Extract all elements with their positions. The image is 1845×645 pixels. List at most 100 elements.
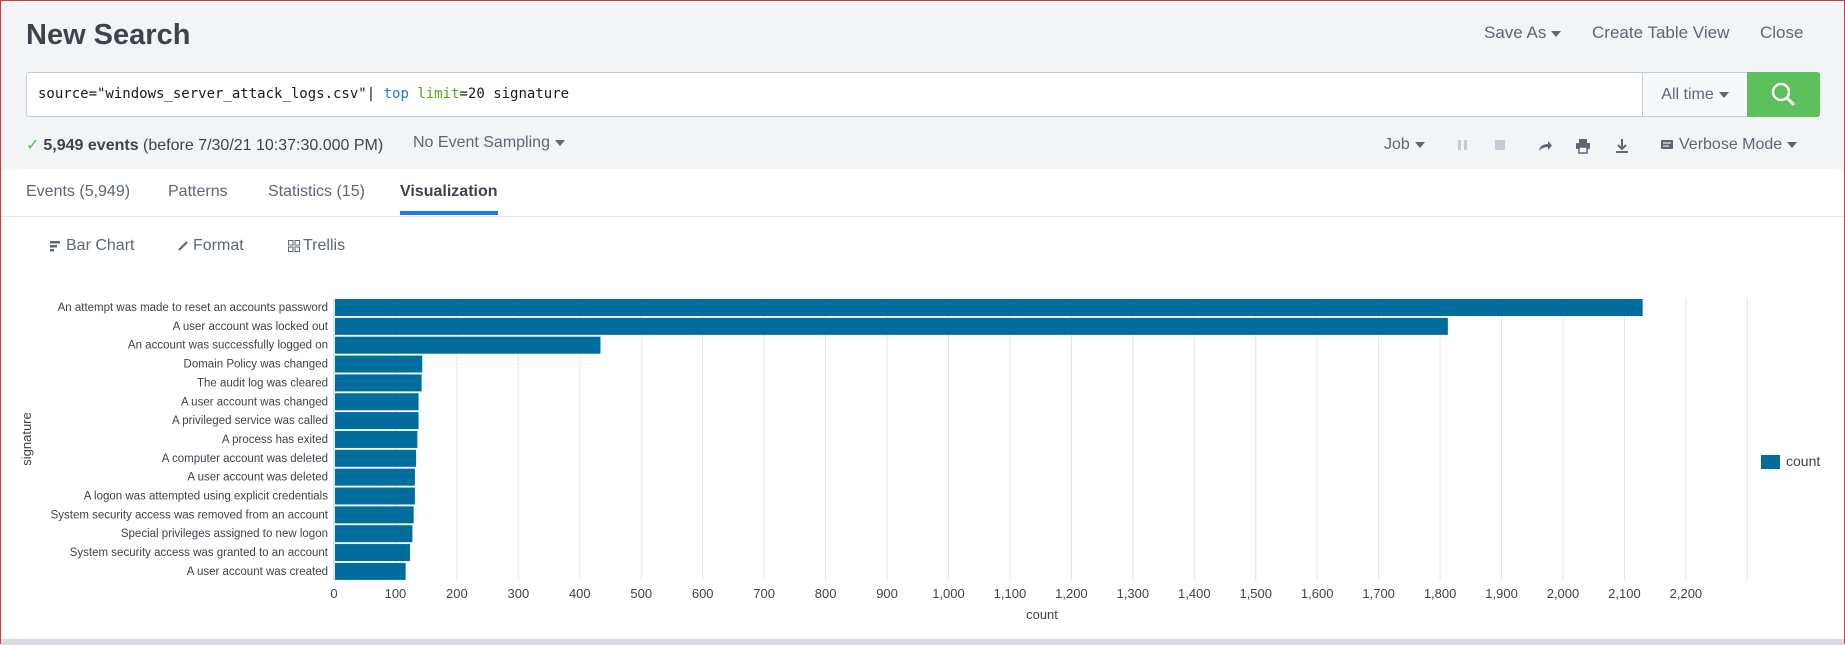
bar[interactable] (335, 299, 1643, 316)
create-table-view-link[interactable]: Create Table View (1592, 23, 1730, 42)
caret-down-icon (1414, 141, 1425, 148)
bar[interactable] (335, 317, 1448, 335)
x-tick-label: 900 (876, 586, 898, 601)
event-sampling-dropdown[interactable]: No Event Sampling (413, 134, 565, 152)
x-tick-label: 300 (507, 586, 529, 601)
save-as-menu[interactable]: Save As (1484, 23, 1562, 43)
bottom-scroll-edge (1, 639, 1844, 645)
caret-down-icon (1787, 141, 1798, 148)
time-range-picker[interactable]: All time (1642, 73, 1747, 116)
bar[interactable] (335, 393, 419, 411)
export-icon[interactable] (1614, 138, 1630, 154)
trellis-label: Trellis (303, 237, 346, 254)
bar[interactable] (335, 449, 417, 467)
bar[interactable] (335, 506, 414, 524)
pencil-icon (178, 241, 188, 251)
format-label: Format (193, 237, 244, 254)
search-input[interactable]: source="windows_server_attack_logs.csv"|… (38, 86, 569, 102)
search-icon (1771, 82, 1795, 106)
category-label: A logon was attempted using explicit cre… (84, 491, 328, 503)
legend-label: count (1786, 453, 1821, 469)
caret-down-icon (1718, 91, 1729, 98)
category-label: An account was successfully logged on (128, 340, 328, 352)
query-source: source="windows_server_attack_logs.csv" (38, 86, 367, 102)
save-as-label: Save As (1484, 23, 1547, 42)
category-label: System security access was granted to an… (70, 547, 329, 559)
search-mode-label: Verbose Mode (1679, 136, 1783, 153)
category-label: A user account was created (187, 566, 328, 578)
search-bar: source="windows_server_attack_logs.csv"|… (26, 72, 1820, 117)
category-label: A computer account was deleted (162, 453, 328, 465)
trellis-icon (288, 239, 300, 252)
bar[interactable] (335, 336, 601, 354)
bar[interactable] (335, 430, 418, 448)
x-tick-label: 1,400 (1178, 586, 1211, 601)
chart-legend[interactable]: count (1761, 453, 1821, 470)
query-rest: =20 signature (459, 86, 570, 102)
x-tick-label: 200 (446, 586, 468, 601)
x-tick-label: 2,000 (1547, 586, 1580, 601)
x-tick-label: 1,300 (1117, 586, 1150, 601)
x-tick-label: 1,100 (994, 586, 1027, 601)
pause-icon[interactable] (1456, 138, 1470, 152)
tab-statistics[interactable]: Statistics (15) (268, 183, 365, 200)
x-tick-label: 1,800 (1424, 586, 1457, 601)
bar-chart-label: Bar Chart (66, 237, 135, 254)
x-tick-label: 800 (815, 586, 837, 601)
job-label: Job (1384, 136, 1410, 153)
category-label: A user account was locked out (173, 321, 329, 333)
bar[interactable] (335, 525, 413, 543)
event-count: 5,949 events (43, 137, 139, 154)
caret-down-icon (1551, 30, 1562, 37)
job-menu[interactable]: Job (1384, 136, 1425, 154)
chart-bars (335, 299, 1643, 580)
caret-down-icon (554, 139, 565, 146)
category-label: The audit log was cleared (197, 377, 328, 389)
bar[interactable] (335, 412, 419, 430)
tab-visualization[interactable]: Visualization (400, 183, 498, 200)
print-icon[interactable] (1575, 138, 1591, 154)
query-argument: limit (417, 86, 460, 102)
tab-events[interactable]: Events (5,949) (26, 183, 131, 200)
close-link[interactable]: Close (1760, 23, 1804, 42)
category-label: A process has exited (222, 434, 328, 446)
x-tick-label: 500 (630, 586, 652, 601)
bar[interactable] (335, 355, 423, 373)
time-range-label: All time (1661, 86, 1714, 103)
bar[interactable] (335, 374, 422, 392)
category-label: A privileged service was called (172, 415, 328, 427)
x-axis-title: count (1026, 607, 1058, 622)
bar[interactable] (335, 468, 415, 486)
x-tick-label: 1,700 (1362, 586, 1395, 601)
category-label: Special privileges assigned to new logon (121, 528, 328, 540)
stop-icon[interactable] (1493, 138, 1507, 152)
search-mode-dropdown[interactable]: Verbose Mode (1661, 136, 1798, 154)
bar-chart-icon (50, 240, 60, 252)
category-label: A user account was changed (181, 396, 328, 408)
bar-chart-type-button[interactable]: Bar Chart (50, 237, 134, 255)
event-time: (before 7/30/21 10:37:30.000 PM) (143, 137, 384, 154)
x-tick-label: 400 (569, 586, 591, 601)
query-command: top (383, 86, 409, 102)
share-icon[interactable] (1537, 138, 1553, 154)
search-button[interactable] (1747, 72, 1820, 117)
mode-icon (1661, 139, 1673, 149)
bar[interactable] (335, 544, 410, 562)
category-label: An attempt was made to reset an accounts… (58, 302, 328, 314)
tab-patterns[interactable]: Patterns (168, 183, 228, 200)
results-tabs: Events (5,949) Patterns Statistics (15) … (1, 169, 1844, 217)
check-icon: ✓ (26, 137, 40, 154)
trellis-button[interactable]: Trellis (288, 237, 345, 255)
bar[interactable] (335, 562, 406, 580)
x-tick-label: 1,000 (932, 586, 965, 601)
bar[interactable] (335, 487, 415, 505)
chart-x-tick-labels: 0 100 200 300 400 500 600 700 800 900 1,000 1,100 1,… (330, 586, 1702, 601)
x-tick-label: 1,500 (1239, 586, 1272, 601)
x-tick-label: 100 (385, 586, 407, 601)
chart-category-labels: An attempt was made to reset an accounts… (51, 302, 329, 578)
format-button[interactable]: Format (177, 237, 244, 255)
chart-grid (394, 298, 1748, 581)
legend-swatch (1761, 455, 1780, 470)
x-tick-label: 2,100 (1608, 586, 1641, 601)
